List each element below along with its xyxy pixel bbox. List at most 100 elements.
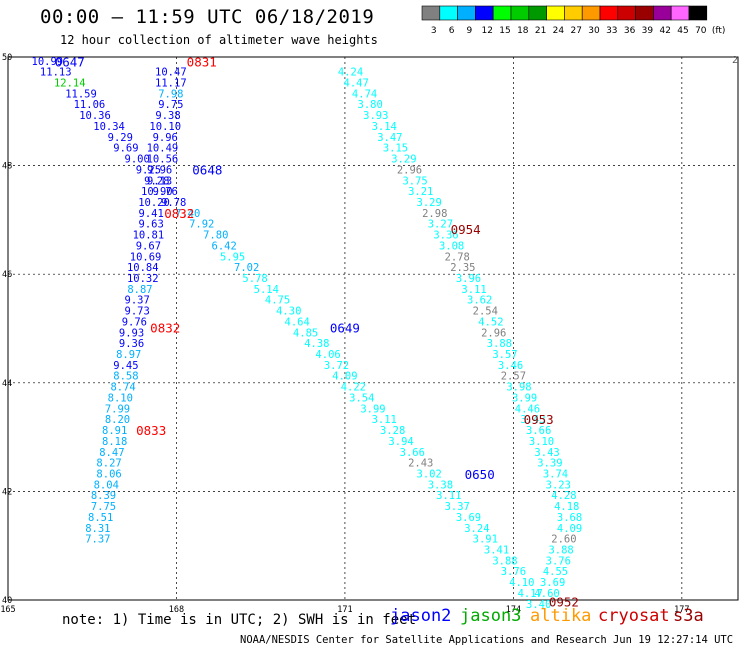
- y-tick-label: 40: [2, 596, 12, 606]
- wave-height-value: 3.96: [456, 273, 481, 285]
- colorbar-label: 12: [481, 26, 492, 36]
- wave-height-value: 3.28: [380, 425, 405, 437]
- wave-height-value: 2.35: [450, 262, 475, 274]
- wave-height-value: 4.22: [341, 382, 366, 394]
- colorbar-swatch: [688, 5, 708, 21]
- wave-height-value: 3.46: [498, 360, 523, 372]
- wave-height-value: 3.74: [543, 468, 568, 480]
- wave-height-value: 10.34: [93, 121, 125, 133]
- colorbar-label: 42: [659, 26, 670, 36]
- wave-height-value: 9.37: [125, 295, 150, 307]
- wave-height-value: 10.69: [130, 251, 162, 263]
- wave-height-value: 3.40: [526, 599, 551, 611]
- wave-height-value: 11.06: [74, 99, 106, 111]
- wave-height-value: 8.91: [102, 425, 127, 437]
- wave-height-value: 3.14: [372, 121, 397, 133]
- wave-height-value: 4.85: [293, 327, 318, 339]
- wave-height-value: 3.93: [363, 110, 388, 122]
- pass-time-label: 0833: [136, 423, 166, 438]
- wave-height-value: 9.75: [158, 99, 183, 111]
- wave-height-value: 7.37: [85, 534, 110, 546]
- wave-height-value: 3.10: [529, 436, 554, 448]
- wave-height-value: 8.20: [105, 414, 130, 426]
- wave-height-value: 3.69: [456, 512, 481, 524]
- wave-height-value: 3.75: [402, 175, 427, 187]
- wave-height-value: 9.29: [108, 132, 133, 144]
- wave-height-value: 3.76: [501, 566, 526, 578]
- pass-time-label: 0650: [465, 467, 495, 482]
- wave-height-value: 8.74: [110, 382, 135, 394]
- wave-height-value: 4.52: [478, 316, 503, 328]
- wave-height-value: 9.25: [136, 164, 161, 176]
- wave-height-value: 3.11: [461, 284, 486, 296]
- wave-height-value: 2.54: [473, 306, 498, 318]
- wave-height-value: 3.62: [467, 295, 492, 307]
- wave-height-value: 2.96: [481, 327, 506, 339]
- wave-height-value: 3.66: [400, 447, 425, 459]
- wave-height-value: 9.28: [144, 175, 169, 187]
- wave-height-value: 4.06: [315, 349, 340, 361]
- wave-height-value: 4.10: [509, 577, 534, 589]
- pass-time-label: 0952: [549, 595, 579, 610]
- wave-height-value: 4.09: [557, 523, 582, 535]
- wave-height-value: 3.98: [506, 382, 531, 394]
- wave-height-value: 4.09: [332, 371, 357, 383]
- wave-height-value: 4.38: [304, 338, 329, 350]
- footer-note: note: 1) Time is in UTC; 2) SWH is in fe…: [62, 612, 417, 628]
- pass-time-label: 0954: [451, 222, 481, 237]
- legend-altika: altika: [530, 606, 592, 626]
- wave-height-value: 7.98: [158, 88, 183, 100]
- wave-height-value: 3.24: [464, 523, 489, 535]
- wave-height-value: 9.45: [113, 360, 138, 372]
- wave-height-value: 3.68: [557, 512, 582, 524]
- wave-height-value: 4.30: [276, 306, 301, 318]
- wave-height-value: 3.66: [526, 425, 551, 437]
- wave-height-value: 9.67: [136, 240, 161, 252]
- wave-height-value: 2.43: [408, 458, 433, 470]
- wave-height-value: 9.76: [122, 316, 147, 328]
- wave-height-value: 3.91: [473, 534, 498, 546]
- wave-height-value: 7.80: [203, 230, 228, 242]
- wave-height-value: 2.78: [445, 251, 470, 263]
- colorbar-label: 21: [535, 26, 546, 36]
- pass-time-label: 0649: [330, 320, 360, 335]
- y-tick-label: 50: [2, 53, 12, 63]
- x-tick-label: 174: [506, 605, 521, 615]
- wave-height-value: 8.10: [108, 392, 133, 404]
- wave-height-value: 10.10: [149, 121, 181, 133]
- wave-height-value: 11.13: [40, 67, 72, 79]
- wave-height-value: 3.23: [546, 479, 571, 491]
- wave-height-value: 4.64: [285, 316, 310, 328]
- wave-height-value: 4.17: [518, 588, 543, 600]
- colorbar-label: 70: [695, 26, 707, 36]
- wave-height-value: 3.54: [349, 392, 374, 404]
- wave-height-value: 3.88: [492, 555, 517, 567]
- wave-height-value: 9.36: [119, 338, 144, 350]
- pass-time-label: 0648: [192, 162, 222, 177]
- wave-height-value: 7.02: [234, 262, 259, 274]
- wave-height-value: 3.29: [417, 197, 442, 209]
- colorbar-label: (ft): [712, 26, 726, 36]
- wave-height-value: 9.96: [153, 132, 178, 144]
- plot-frame: [7, 56, 739, 601]
- wave-height-value: 3.11: [372, 414, 397, 426]
- wave-height-value: 9.96: [147, 164, 172, 176]
- wave-height-value: 7.92: [189, 219, 214, 231]
- wave-height-value: 9.00: [125, 154, 150, 166]
- wave-height-value: 3.47: [377, 132, 402, 144]
- chart-subtitle: 12 hour collection of altimeter wave hei…: [60, 33, 378, 47]
- wave-height-value: 9.41: [139, 208, 164, 220]
- wave-height-value: 11.59: [65, 88, 97, 100]
- wave-height-value: 4.74: [352, 88, 377, 100]
- wave-height-value: 9.69: [113, 143, 138, 155]
- wave-height-value: 2.60: [551, 534, 576, 546]
- wave-height-value: 3.99: [360, 403, 385, 415]
- wave-height-value: 3.99: [512, 392, 537, 404]
- wave-height-value: 8.58: [113, 371, 138, 383]
- wave-height-value: 10.36: [79, 110, 111, 122]
- wave-height-value: 10.90: [141, 186, 173, 198]
- x-tick-label: 171: [337, 605, 352, 615]
- x-tick-label: 168: [169, 605, 184, 615]
- wave-height-value: 7.40: [175, 208, 200, 220]
